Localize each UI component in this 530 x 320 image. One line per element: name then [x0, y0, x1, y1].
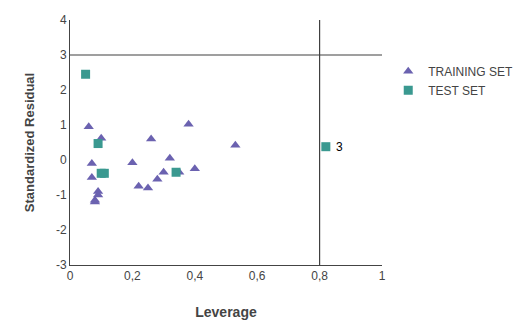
- svg-text:1: 1: [60, 118, 67, 132]
- svg-text:TRAINING SET: TRAINING SET: [428, 65, 513, 79]
- svg-text:0: 0: [60, 153, 67, 167]
- svg-text:Standardized Residual: Standardized Residual: [22, 73, 37, 212]
- svg-text:-3: -3: [56, 258, 67, 272]
- svg-text:3: 3: [336, 140, 343, 154]
- svg-text:3: 3: [60, 48, 67, 62]
- svg-text:0,4: 0,4: [186, 269, 203, 283]
- svg-text:1: 1: [379, 269, 386, 283]
- svg-text:Leverage: Leverage: [195, 304, 257, 320]
- svg-text:-2: -2: [56, 223, 67, 237]
- svg-text:0,8: 0,8: [311, 269, 328, 283]
- svg-text:TEST SET: TEST SET: [428, 84, 486, 98]
- svg-text:4: 4: [60, 13, 67, 27]
- svg-text:0,2: 0,2: [124, 269, 141, 283]
- svg-text:0: 0: [67, 269, 74, 283]
- svg-text:0,6: 0,6: [249, 269, 266, 283]
- svg-text:2: 2: [60, 83, 67, 97]
- svg-text:-1: -1: [56, 188, 67, 202]
